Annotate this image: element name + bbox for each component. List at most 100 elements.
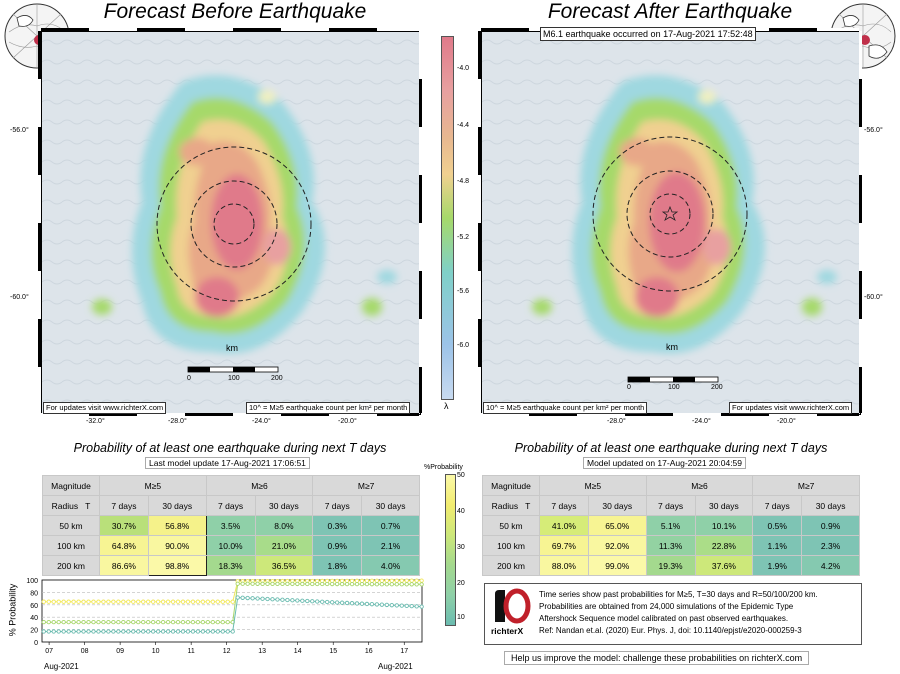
probability-cell: 1.9% xyxy=(752,555,803,576)
probability-cell: 18.3% xyxy=(205,555,256,576)
ts-series-point xyxy=(131,629,136,634)
probability-cell: 1.1% xyxy=(752,535,803,556)
map-frame-right-left xyxy=(419,31,422,413)
ts-series-point xyxy=(51,620,56,625)
ts-series-point xyxy=(96,620,101,625)
period-header: 30 days xyxy=(254,495,314,516)
ts-series-point xyxy=(180,620,186,625)
ts-series-point xyxy=(61,620,66,625)
ts-y-tick: 60 xyxy=(30,603,38,610)
ts-series-point xyxy=(270,581,275,586)
scale-tick-200-right: 200 xyxy=(711,384,723,391)
richterx-logo xyxy=(495,588,531,624)
ts-series-point xyxy=(111,629,116,634)
period-header: 30 days xyxy=(147,495,207,516)
period-header: 30 days xyxy=(694,495,754,516)
ts-series-point xyxy=(334,600,340,605)
ts-series-point xyxy=(394,582,399,587)
ts-series-point xyxy=(220,599,225,604)
ts-series-point xyxy=(195,599,201,604)
table-row: 100 km 64.8% 90.0% 10.0% 21.0% 0.9% 2.1% xyxy=(42,535,420,556)
ts-x-tick: 15 xyxy=(329,648,337,655)
ts-series-point xyxy=(165,629,171,634)
ts-series-point xyxy=(175,629,181,634)
prob-cbar-tick-10: 10 xyxy=(457,614,465,621)
radius-cell: 200 km xyxy=(42,555,100,576)
ts-series-point xyxy=(101,599,106,604)
ts-y-tick: 0 xyxy=(34,640,38,647)
ts-series-point xyxy=(310,599,315,604)
left-y-tick-60: -60.0° xyxy=(10,294,29,301)
ts-series-point xyxy=(71,629,76,634)
probability-cell: 1.8% xyxy=(312,555,363,576)
probability-cell: 0.5% xyxy=(752,515,803,536)
ts-series-point xyxy=(404,603,409,609)
ts-series-point xyxy=(71,620,76,625)
ts-series-point xyxy=(91,620,96,625)
ts-series-point xyxy=(404,578,409,583)
ts-series-point xyxy=(369,602,375,607)
ts-series-point xyxy=(260,596,265,601)
ts-series-point xyxy=(310,581,315,587)
ts-series-point xyxy=(61,629,66,634)
ts-series-point xyxy=(126,629,131,634)
ts-series-point xyxy=(96,599,101,604)
ts-x-tick: 17 xyxy=(400,648,408,655)
help-link-text[interactable]: Help us improve the model: challenge the… xyxy=(504,651,810,665)
ts-series-point xyxy=(260,581,265,586)
scale-tick-0-left: 0 xyxy=(187,375,191,382)
ts-y-tick: 20 xyxy=(30,628,38,635)
ts-series-point xyxy=(136,620,141,625)
ts-series-point xyxy=(200,599,206,604)
ts-series-point xyxy=(200,620,206,625)
ts-series-point xyxy=(220,620,225,625)
ts-series-point xyxy=(349,601,355,606)
ts-series-point xyxy=(250,581,255,586)
probability-cell: 19.3% xyxy=(645,555,696,576)
map-frame-bottom-left xyxy=(41,413,419,416)
ts-series-point xyxy=(399,603,404,608)
ts-series-point xyxy=(66,599,71,604)
ts-y-tick: 80 xyxy=(30,590,38,597)
ts-series-point xyxy=(300,598,305,603)
ts-series-point xyxy=(349,581,355,587)
radius-cell: 200 km xyxy=(482,555,540,576)
probability-cell: 64.8% xyxy=(99,535,149,556)
probability-colorbar xyxy=(445,474,456,626)
ts-series-point xyxy=(369,582,375,587)
ts-series-point xyxy=(170,620,176,625)
map-frame-bottom-right xyxy=(481,413,859,416)
ts-series-point xyxy=(190,599,196,604)
left-footer-url: For updates visit www.richterX.com xyxy=(43,402,167,414)
ts-x-tick: 08 xyxy=(81,648,89,655)
ts-series-point xyxy=(101,629,106,634)
ts-series-point xyxy=(106,599,111,604)
right-event-note: M6.1 earthquake occurred on 17-Aug-2021 … xyxy=(540,27,756,41)
right-footer-units: 10^ = M≥5 earthquake count per km² per m… xyxy=(483,402,648,414)
cbar-tick-5: -6.0 xyxy=(457,342,470,349)
ts-series-point xyxy=(394,603,399,608)
ts-series-point xyxy=(41,629,46,634)
ts-series-point xyxy=(46,599,51,604)
probability-cell: 0.9% xyxy=(801,515,860,536)
radius-t-header: Radius T xyxy=(482,495,540,516)
ts-series-point xyxy=(364,601,370,607)
ts-series-point xyxy=(285,581,290,587)
info-line-2: Probabilities are obtained from 24,000 s… xyxy=(539,602,794,611)
ts-x-tick: 12 xyxy=(223,648,231,655)
left-table-subtitle: Last model update 17-Aug-2021 17:06:51 xyxy=(145,457,310,469)
probability-cell: 11.3% xyxy=(645,535,696,556)
ts-series-point xyxy=(81,599,86,604)
right-probability-table: Magnitude M≥5 M≥6 M≥7 Radius T 7 days 30… xyxy=(482,475,860,576)
ts-series-point xyxy=(295,581,300,587)
ts-series-point xyxy=(151,629,156,634)
ts-series-point xyxy=(414,604,419,609)
ts-series-point xyxy=(76,620,81,625)
mag7-header: M≥7 xyxy=(752,475,860,496)
left-x-tick-28: -28.0° xyxy=(168,418,187,425)
ts-series-point xyxy=(354,581,360,587)
ts-series-point xyxy=(46,629,51,634)
ts-series-point xyxy=(41,599,46,604)
ts-series-point xyxy=(66,629,71,634)
ts-series-point xyxy=(315,581,320,587)
